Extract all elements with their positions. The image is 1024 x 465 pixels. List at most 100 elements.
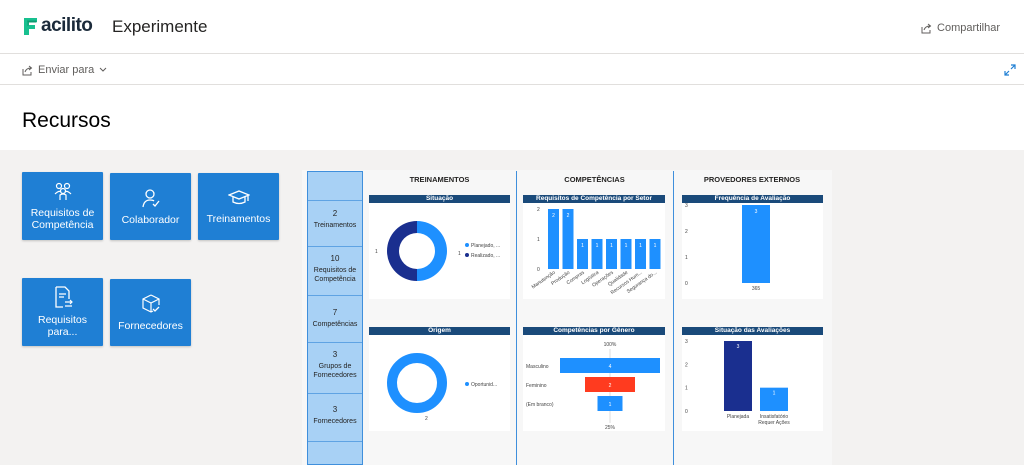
data-label: 1 — [773, 391, 776, 397]
chart-title: Situação — [369, 195, 510, 203]
bar — [620, 239, 632, 269]
tile-label: Colaborador — [121, 213, 180, 226]
legend-marker — [465, 253, 469, 257]
data-label: 1 — [375, 249, 378, 255]
tile-label: Treinamentos — [206, 212, 271, 225]
data-label: 1 — [639, 243, 642, 249]
legend-marker — [465, 382, 469, 386]
tile-treinamentos[interactable]: Treinamentos — [198, 173, 279, 240]
app-title: Experimente — [112, 17, 208, 36]
data-label: 3 — [737, 344, 740, 350]
chart-card-requisitos-setor[interactable]: Requisitos de Competência por Setor 0 1 2 2… — [523, 195, 665, 299]
bar — [760, 387, 788, 411]
send-to-menu[interactable]: Enviar para — [22, 64, 107, 76]
donut-chart-situacao: 1 1 Planejado, ... Realizado, ... — [375, 221, 500, 281]
facilito-logo[interactable]: acilito — [22, 13, 93, 39]
expand-icon — [1004, 64, 1016, 76]
data-label: 4 — [609, 364, 612, 370]
donut-slice — [387, 221, 417, 281]
logo-text: acilito — [41, 15, 93, 36]
data-label: 1 — [654, 243, 657, 249]
kpi-card[interactable]: 3 Grupos de Fornecedores — [308, 342, 362, 392]
logo-icon — [24, 18, 37, 35]
top-bar: acilito Experimente Compartilhar — [0, 0, 1024, 54]
donut-chart-origem: 2 Oportunid... — [387, 353, 497, 422]
bar — [562, 209, 574, 269]
kpi-card[interactable]: 7 Competências — [308, 295, 362, 341]
chart-card-frequencia[interactable]: Frequência de Avaliação 0 1 2 3 3 365 — [682, 195, 823, 299]
x-tick-label: Planejada — [727, 414, 749, 420]
funnel-bar — [585, 377, 635, 392]
y-tick-label: 0 — [685, 281, 688, 287]
y-tick-label: 0 — [685, 409, 688, 415]
data-label: 1 — [458, 251, 461, 257]
kpi-spacer — [308, 172, 362, 199]
share-icon — [921, 23, 932, 33]
chart-card-situacao-avaliacoes[interactable]: Situação das Avaliações 0 1 2 3 3 1 Planejada I… — [682, 327, 823, 431]
bar — [548, 209, 559, 269]
kpi-card[interactable]: 3 Fornecedores — [308, 393, 362, 440]
tile-requisitos-competencia[interactable]: Requisitos de Competência — [22, 172, 103, 240]
funnel-top-label: 100% — [604, 342, 617, 348]
data-label: 1 — [596, 243, 599, 249]
chart-card-genero[interactable]: Competências por Gênero 100% 4 Masculino 2 F… — [523, 327, 665, 431]
legend-label: Planejado, ... — [471, 243, 500, 249]
tile-label: Fornecedores — [118, 319, 183, 332]
kpi-card[interactable]: 10 Requisitos de Competência — [308, 246, 362, 294]
bar — [649, 239, 661, 269]
kpi-label: Treinamentos — [313, 222, 357, 229]
legend-marker — [465, 243, 469, 247]
data-label: 1 — [625, 243, 628, 249]
data-label: 1 — [609, 402, 612, 408]
kpi-label: Competências — [312, 321, 358, 328]
section-divider — [516, 171, 517, 465]
data-label: 2 — [609, 383, 612, 389]
kpi-card[interactable]: 2 Treinamentos — [308, 200, 362, 245]
bar-chart-requisitos-setor: 0122Manutenção2Produção1Compras1Logístic… — [531, 207, 661, 296]
chevron-down-icon — [99, 67, 107, 72]
kpi-spacer — [308, 441, 362, 465]
section-title-treinamentos: TREINAMENTOS — [409, 175, 470, 184]
chart-card-situacao[interactable]: Situação 1 1 Planejado, ... Realizado, ... — [369, 195, 510, 299]
y-tick-label: 1 — [685, 386, 688, 392]
y-tick-label: 3 — [685, 339, 688, 345]
tile-colaborador[interactable]: Colaborador — [110, 173, 191, 240]
expand-button[interactable] — [1004, 63, 1016, 81]
chart-card-origem[interactable]: Origem 2 Oportunid... — [369, 327, 510, 431]
kpi-column: 2 Treinamentos 10 Requisitos de Competên… — [307, 171, 363, 465]
user-check-icon — [141, 188, 160, 207]
kpi-value: 10 — [330, 254, 340, 263]
section-title-competencias: COMPETÊNCIAS — [564, 175, 625, 184]
send-to-label: Enviar para — [38, 64, 95, 76]
bar — [606, 239, 617, 269]
kpi-value: 7 — [332, 308, 338, 317]
bar — [724, 341, 752, 411]
share-label: Compartilhar — [937, 22, 1000, 34]
kpi-label: Grupos de Fornecedores — [313, 363, 357, 379]
kpi-label: Fornecedores — [313, 418, 357, 425]
tile-label: Requisitos de Competência — [30, 207, 95, 231]
share-button[interactable]: Compartilhar — [921, 22, 1000, 34]
box-check-icon — [141, 293, 160, 313]
chart-title: Frequência de Avaliação — [682, 195, 823, 203]
chart-title: Requisitos de Competência por Setor — [523, 195, 665, 203]
x-tick-label: Insatisfatório — [760, 414, 789, 420]
tile-label: Requisitos para... — [37, 314, 88, 338]
x-tick-label: Requer Ações — [758, 420, 790, 426]
y-tick-label: 2 — [685, 362, 688, 368]
tile-fornecedores[interactable]: Fornecedores — [110, 279, 191, 346]
y-tick-label: 1 — [537, 237, 540, 243]
tile-requisitos-para[interactable]: Requisitos para... — [22, 278, 103, 346]
users-award-icon — [54, 182, 71, 200]
report-toolbar: Enviar para — [0, 55, 1024, 85]
data-label: 2 — [567, 213, 570, 219]
category-label: Feminino — [526, 383, 547, 389]
funnel-bar — [560, 358, 660, 373]
bar-chart-frequencia: 0 1 2 3 3 365 — [685, 203, 770, 292]
document-exchange-icon — [54, 286, 73, 308]
kpi-label: Requisitos de Competência — [313, 267, 357, 283]
section-title-provedores: PROVEDORES EXTERNOS — [703, 175, 801, 184]
data-label: 2 — [425, 416, 428, 422]
legend-label: Oportunid... — [471, 382, 497, 388]
